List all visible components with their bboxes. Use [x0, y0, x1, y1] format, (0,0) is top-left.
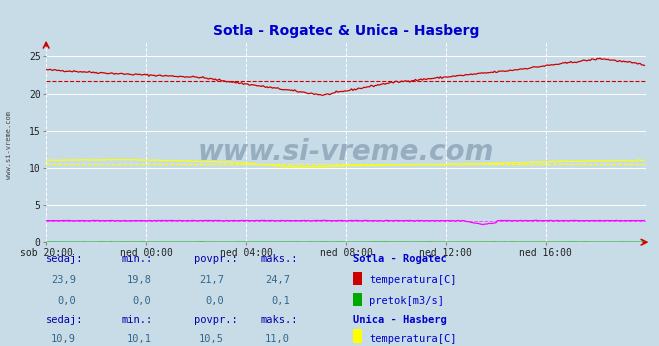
Text: 10,1: 10,1	[127, 334, 152, 344]
Text: 23,9: 23,9	[51, 275, 76, 285]
Text: 0,1: 0,1	[272, 296, 290, 306]
Title: Sotla - Rogatec & Unica - Hasberg: Sotla - Rogatec & Unica - Hasberg	[213, 24, 479, 38]
Text: 0,0: 0,0	[133, 296, 152, 306]
Text: 10,9: 10,9	[51, 334, 76, 344]
Text: temperatura[C]: temperatura[C]	[369, 275, 457, 285]
Text: sedaj:: sedaj:	[46, 315, 84, 325]
Text: temperatura[C]: temperatura[C]	[369, 334, 457, 344]
Text: www.si-vreme.com: www.si-vreme.com	[198, 138, 494, 166]
Text: 21,7: 21,7	[199, 275, 224, 285]
Text: 10,5: 10,5	[199, 334, 224, 344]
Text: povpr.:: povpr.:	[194, 315, 238, 325]
Text: 11,0: 11,0	[265, 334, 290, 344]
Text: maks.:: maks.:	[260, 254, 298, 264]
Text: 0,0: 0,0	[206, 296, 224, 306]
Text: 24,7: 24,7	[265, 275, 290, 285]
Text: 19,8: 19,8	[127, 275, 152, 285]
Text: pretok[m3/s]: pretok[m3/s]	[369, 296, 444, 306]
Text: povpr.:: povpr.:	[194, 254, 238, 264]
Text: Unica - Hasberg: Unica - Hasberg	[353, 315, 446, 325]
Text: sedaj:: sedaj:	[46, 254, 84, 264]
Text: min.:: min.:	[122, 315, 153, 325]
Text: 0,0: 0,0	[57, 296, 76, 306]
Text: Sotla - Rogatec: Sotla - Rogatec	[353, 254, 446, 264]
Text: min.:: min.:	[122, 254, 153, 264]
Text: maks.:: maks.:	[260, 315, 298, 325]
Text: www.si-vreme.com: www.si-vreme.com	[5, 111, 12, 179]
